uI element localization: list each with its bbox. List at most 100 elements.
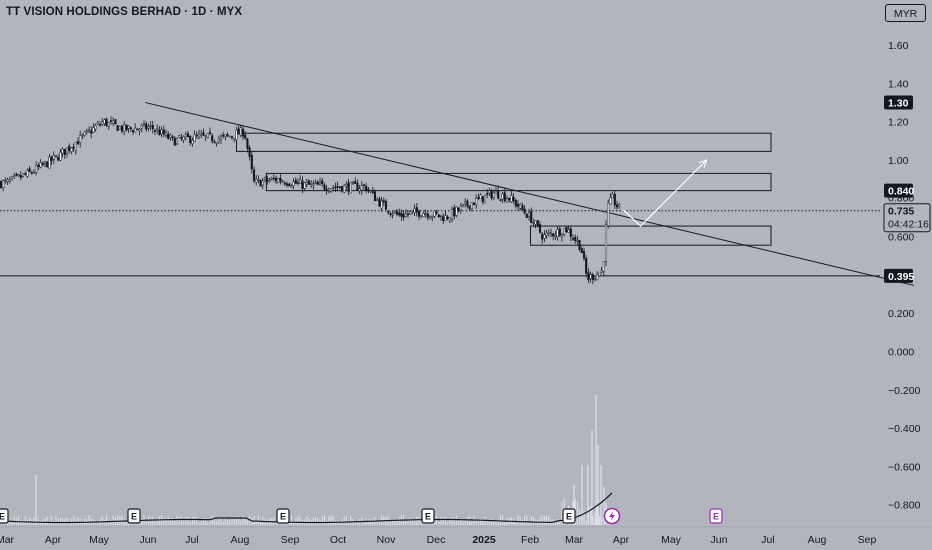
candle-body — [296, 182, 300, 184]
y-tick-label: −0.800 — [888, 500, 921, 512]
candle-body — [618, 204, 621, 207]
candle-body — [182, 136, 185, 141]
candle-body — [10, 176, 14, 179]
candle-body — [576, 240, 579, 242]
candle-body — [580, 248, 583, 254]
candle-body — [611, 194, 614, 198]
candle-body — [164, 132, 168, 136]
candle-body — [609, 197, 612, 205]
x-tick-label: Nov — [377, 534, 396, 546]
candle-body — [409, 211, 412, 214]
candle-body — [215, 142, 218, 145]
candle-body — [378, 198, 381, 207]
candle-body — [204, 135, 207, 137]
candle-body — [444, 215, 447, 221]
candle-body — [327, 190, 330, 192]
candle-body — [420, 215, 423, 218]
candle-body — [389, 213, 392, 215]
x-tick-label: Apr — [613, 534, 630, 546]
candle-body — [501, 193, 504, 200]
candle-body — [439, 214, 443, 217]
candle-body — [607, 202, 610, 227]
candle-body — [600, 270, 603, 273]
price-axis[interactable]: 1.60 1.40 1.20 1.00 0.600 0.200 0.000 −0.200 −0.… — [883, 40, 931, 512]
candle-body — [411, 210, 414, 213]
candle-body — [332, 187, 335, 189]
candle-body — [479, 194, 482, 199]
time-axis[interactable]: Mar Apr May Jun Jul Aug Sep Oct Nov Dec 2025 Feb Mar… — [0, 526, 932, 546]
candle-body — [582, 251, 586, 259]
price-tag-label: 1.30 — [888, 98, 909, 110]
earnings-marker — [0, 508, 9, 524]
earnings-marker-label: E — [566, 512, 572, 522]
candle-body — [373, 191, 377, 202]
candle-body — [556, 229, 559, 238]
price-tag-label: 0.840 — [888, 186, 914, 198]
x-tick-label: Feb — [521, 534, 539, 546]
candle-body — [347, 182, 350, 192]
x-tick-label: 2025 — [472, 534, 496, 546]
earnings-marker — [709, 508, 723, 524]
candle-body — [345, 184, 348, 187]
candle-body — [211, 135, 214, 142]
candle-body — [180, 137, 183, 139]
candle-body — [431, 216, 434, 218]
candle-body — [514, 199, 517, 207]
candle-body — [105, 118, 108, 127]
candle-body — [61, 148, 64, 154]
candle-body — [255, 178, 258, 183]
candle-body — [560, 234, 564, 238]
candle-body — [338, 186, 341, 188]
candle-body — [519, 203, 522, 209]
lightning-glyph — [609, 511, 615, 521]
candle-body — [468, 205, 471, 209]
candle-body — [281, 181, 284, 183]
candle-body — [527, 211, 531, 218]
candle-body — [549, 232, 553, 235]
candle-body — [235, 130, 238, 141]
y-tick-label: 0.600 — [888, 232, 914, 244]
candle-body — [398, 212, 401, 216]
candle-body — [37, 165, 40, 167]
currency-button[interactable]: MYR — [885, 4, 926, 22]
candle-body — [481, 196, 484, 203]
candle-body — [74, 142, 77, 151]
candle-body — [303, 182, 306, 189]
candle-body — [547, 232, 550, 234]
y-tick-label: −0.200 — [888, 385, 921, 397]
candle-body — [94, 125, 97, 130]
candle-body — [362, 184, 366, 186]
candle-body — [400, 212, 403, 217]
candle-body — [153, 130, 157, 132]
candle-body — [138, 128, 141, 132]
candle-body — [336, 185, 339, 188]
candle-body — [354, 181, 357, 184]
candle-body — [248, 147, 251, 157]
candle-body — [571, 238, 575, 240]
candle-body — [219, 136, 223, 140]
earnings-marker — [421, 508, 435, 524]
y-tick-label: −0.600 — [888, 461, 921, 473]
x-tick-label: May — [89, 534, 110, 546]
candle-body — [538, 224, 542, 233]
candle-body — [455, 206, 458, 216]
candle-body — [127, 125, 130, 129]
earnings-marker — [127, 508, 141, 524]
candle-body — [585, 258, 588, 274]
candle-body — [567, 229, 570, 233]
candle-body — [270, 177, 273, 180]
candle-body — [169, 134, 172, 138]
candle-body — [230, 136, 234, 138]
x-tick-label: Jun — [140, 534, 157, 546]
candle-body — [591, 274, 594, 281]
candle-body — [167, 133, 170, 139]
candle-body — [131, 130, 135, 133]
candle-body — [343, 184, 346, 193]
candle-body — [316, 181, 319, 185]
candle-body — [136, 128, 139, 131]
price-tag — [884, 95, 913, 110]
candle-body — [587, 272, 590, 281]
volume-moving-average — [0, 492, 613, 524]
